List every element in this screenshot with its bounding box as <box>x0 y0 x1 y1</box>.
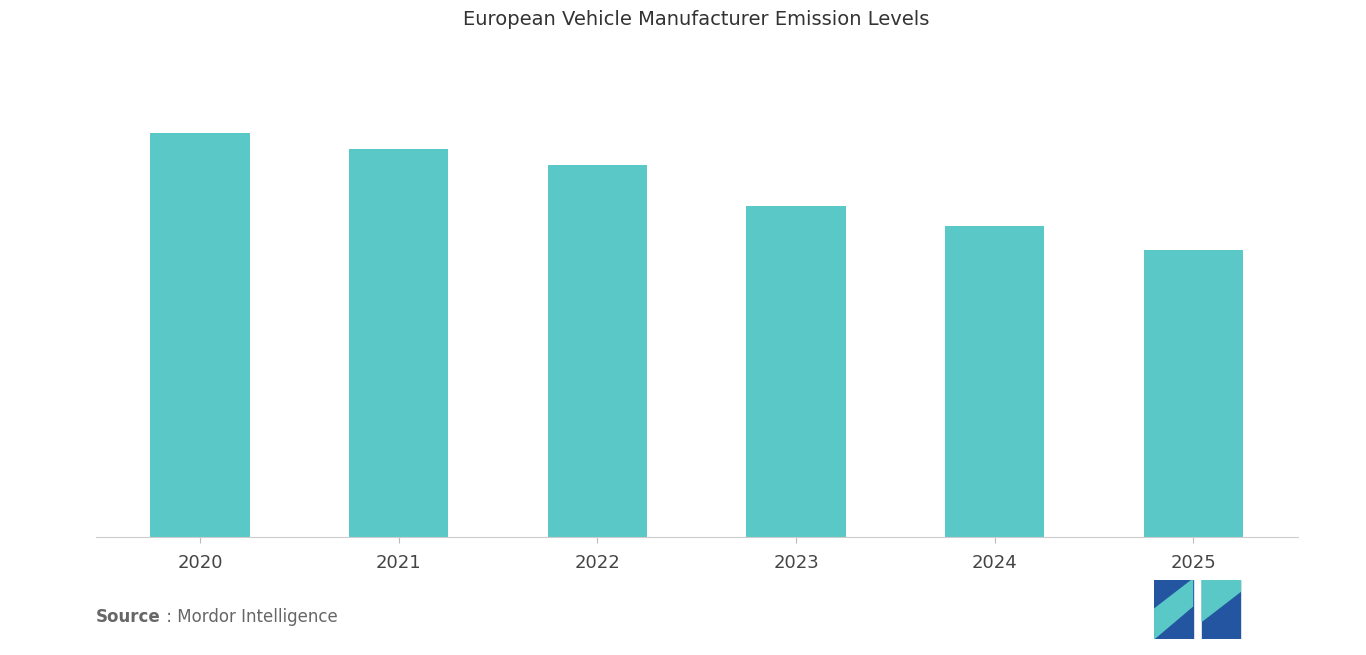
Polygon shape <box>1202 580 1240 639</box>
Text: Source: Source <box>96 608 160 626</box>
Polygon shape <box>1202 580 1240 621</box>
Polygon shape <box>1154 580 1193 639</box>
Bar <box>348 149 448 537</box>
Bar <box>1143 250 1243 537</box>
Bar <box>945 226 1045 537</box>
Title: European Vehicle Manufacturer Emission Levels: European Vehicle Manufacturer Emission L… <box>463 10 930 29</box>
Bar <box>150 133 250 537</box>
Text: : Mordor Intelligence: : Mordor Intelligence <box>161 608 337 626</box>
Bar <box>548 166 647 537</box>
Text: Source : Mordor Intelligence: Source : Mordor Intelligence <box>96 608 329 626</box>
Polygon shape <box>1154 580 1193 639</box>
Bar <box>746 206 846 537</box>
